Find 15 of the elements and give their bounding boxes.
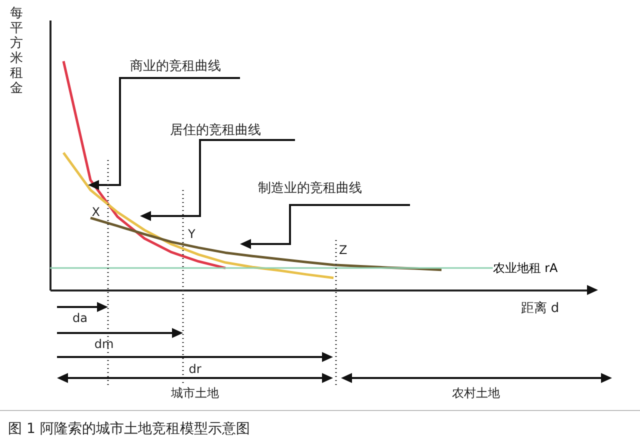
text: 居住的竞租曲线	[170, 123, 261, 138]
text: da	[72, 311, 88, 325]
text: dr	[188, 362, 202, 376]
text: 制造业的竞租曲线	[258, 181, 362, 196]
annotation: Y	[187, 227, 196, 241]
y-axis-title: 每平方米租金	[10, 6, 24, 96]
x-axis-title: 距离 d	[520, 300, 560, 316]
text: 图 1 阿隆索的城市土地竞租模型示意图	[8, 420, 250, 438]
text: 农村土地	[452, 386, 500, 400]
text: dm	[94, 337, 114, 351]
text: 城市土地	[170, 386, 219, 400]
ref-line-label: 农业地租 rA	[492, 261, 559, 276]
annotation: X	[92, 205, 100, 219]
text: 商业的竞租曲线	[130, 59, 221, 74]
annotation: Z	[339, 243, 348, 257]
